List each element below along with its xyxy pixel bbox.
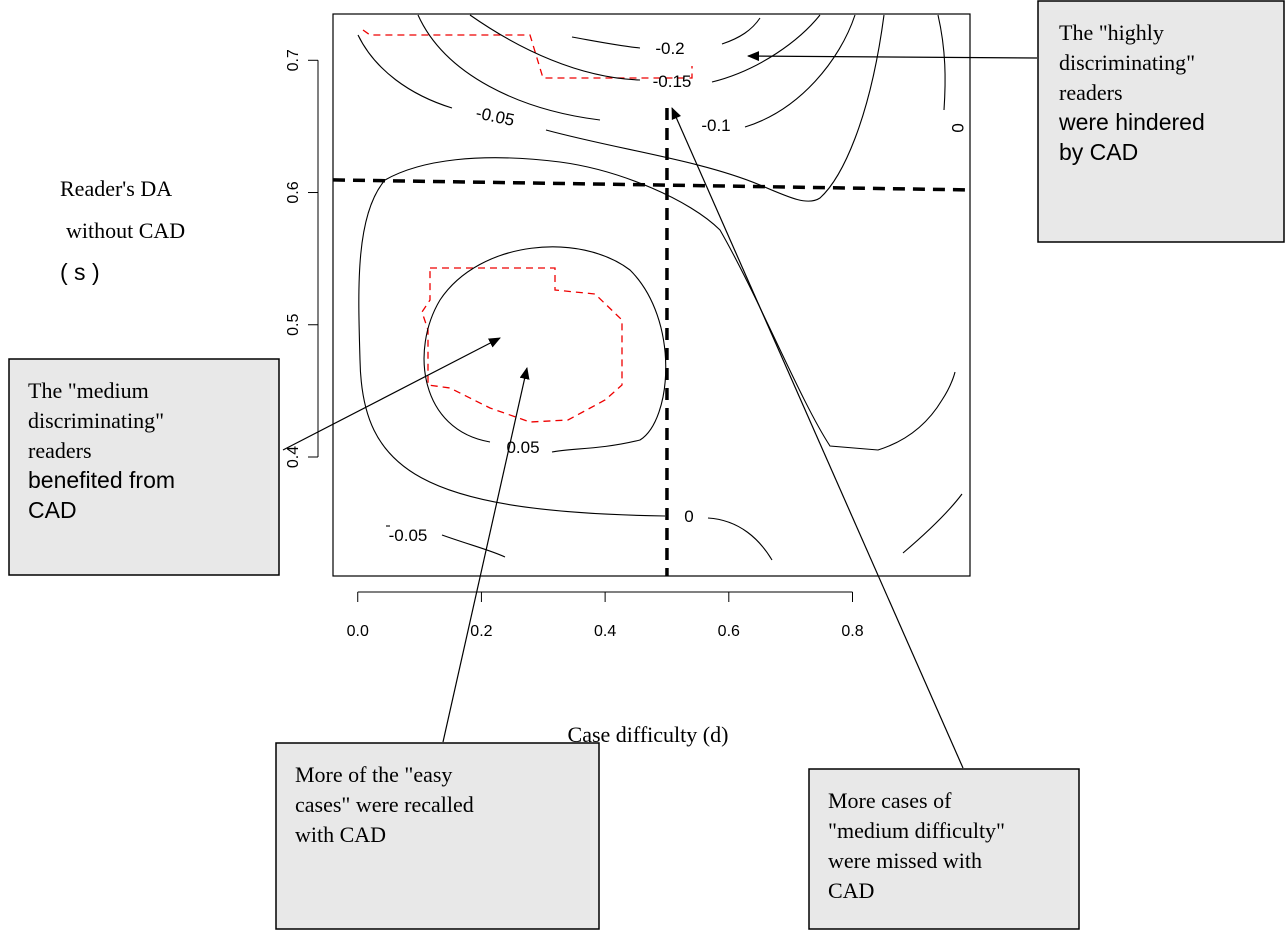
- annotation-arrow: [442, 367, 530, 743]
- annotation-box: [1037, 0, 1285, 243]
- plot-frame: [332, 13, 971, 577]
- contour-label: -0.15: [653, 72, 692, 91]
- y-axis-label: without CAD: [66, 218, 185, 243]
- annotation-text: with CAD: [295, 822, 386, 847]
- contour-line: [469, 14, 641, 81]
- annotation-text: More cases of: [828, 788, 952, 813]
- y-axis-label: Reader's DA: [60, 176, 172, 201]
- annotation-box: [8, 358, 280, 576]
- annotation-text: CAD: [28, 497, 77, 523]
- contour-line: [902, 493, 963, 554]
- contour-label: -0.2: [655, 39, 684, 58]
- y-axis-label: ( s ): [60, 259, 100, 285]
- contour-label: 0: [948, 123, 967, 132]
- y-tick-label: 0.4: [285, 446, 302, 468]
- annotation-box: [808, 768, 1080, 930]
- annotation-text: benefited from: [28, 467, 175, 493]
- annotation-text: discriminating": [1059, 50, 1195, 75]
- annotation-text: by CAD: [1059, 139, 1138, 165]
- contour-line: [937, 14, 946, 111]
- contour-line: [744, 14, 856, 128]
- annotation-text: readers: [28, 438, 92, 463]
- annotation-text: More of the "easy: [295, 762, 452, 787]
- contour-line: [711, 14, 821, 83]
- annotation-text: were hindered: [1058, 109, 1205, 135]
- contour-line: [358, 157, 956, 517]
- x-tick-label: 0.6: [718, 623, 740, 640]
- x-tick-label: 0.0: [347, 623, 369, 640]
- reference-line: [332, 178, 971, 192]
- annotation-arrow: [282, 337, 501, 451]
- annotation-text: were missed with: [828, 848, 982, 873]
- annotation-box: [275, 742, 600, 930]
- annotation-text: readers: [1059, 80, 1123, 105]
- contour-label: 0.05: [506, 438, 539, 457]
- contour-label: -0.05: [389, 526, 428, 545]
- contour-line: [707, 517, 773, 561]
- annotation-text: The "highly: [1059, 20, 1164, 45]
- contour-line: [357, 34, 453, 109]
- x-tick-label: 0.8: [841, 623, 863, 640]
- significance-region: [421, 267, 623, 423]
- x-tick-label: 0.4: [594, 623, 616, 640]
- annotation-text: The "medium: [28, 378, 149, 403]
- contour-line: [721, 17, 761, 45]
- y-tick-label: 0.5: [285, 314, 302, 336]
- annotation-arrow: [671, 107, 964, 769]
- annotation-text: cases" were recalled: [295, 792, 474, 817]
- contour-label: -0.05: [474, 103, 516, 130]
- contour-label: -0.1: [701, 116, 730, 135]
- annotation-text: CAD: [828, 878, 874, 903]
- x-tick-label: 0.2: [470, 623, 492, 640]
- annotation-text: "medium difficulty": [828, 818, 1005, 843]
- contour-line: [545, 14, 885, 202]
- contour-line: [417, 14, 601, 121]
- contour-line: [571, 36, 641, 49]
- contour-label: 0: [684, 507, 693, 526]
- y-tick-label: 0.7: [285, 49, 302, 71]
- contour-line: [441, 534, 506, 558]
- annotation-arrow: [747, 51, 1038, 62]
- annotation-text: discriminating": [28, 408, 164, 433]
- significance-region: [362, 29, 693, 79]
- y-tick-label: 0.6: [285, 181, 302, 203]
- contour-line: [423, 246, 667, 453]
